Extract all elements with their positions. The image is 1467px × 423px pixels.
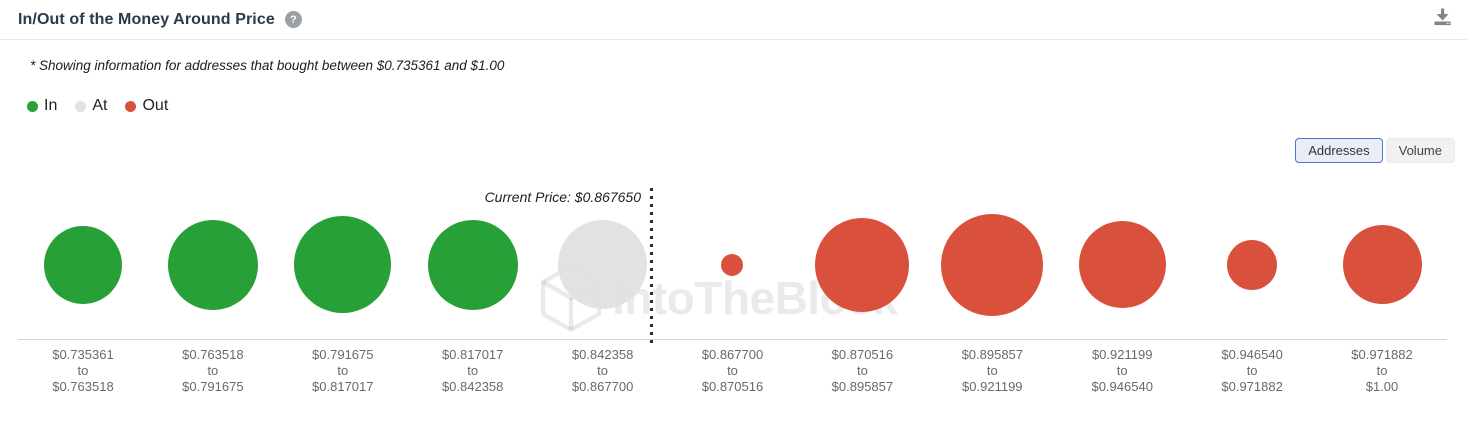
legend-dot-out-icon xyxy=(125,100,137,112)
help-icon[interactable]: ? xyxy=(284,11,302,28)
bubble-cell xyxy=(668,190,798,339)
chart-legend: In At Out xyxy=(27,97,168,115)
plot-area xyxy=(18,190,1447,340)
widget-header: In/Out of the Money Around Price ? xyxy=(0,0,1467,40)
x-axis-label: $0.921199 to $0.946540 xyxy=(1091,347,1153,394)
bubble-cell xyxy=(18,190,148,339)
legend-label: At xyxy=(92,97,108,114)
bubble-cell xyxy=(1057,190,1187,339)
current-price-label: Current Price: $0.867650 xyxy=(484,189,641,205)
download-button[interactable] xyxy=(1430,5,1455,32)
bubble-cell xyxy=(408,190,538,339)
bubble-in[interactable] xyxy=(294,216,392,313)
download-icon xyxy=(1434,8,1451,26)
x-axis-label: $0.971882 to $1.00 xyxy=(1351,347,1413,394)
bubble-cell xyxy=(797,190,927,339)
toggle-volume-button[interactable]: Volume xyxy=(1385,138,1455,163)
bubble-cell xyxy=(148,190,278,339)
x-axis-label: $0.946540 to $0.971882 xyxy=(1221,347,1283,394)
view-toggle: Addresses Volume xyxy=(1295,138,1455,163)
x-axis-label: $0.842358 to $0.867700 xyxy=(571,347,634,394)
bubble-in[interactable] xyxy=(167,219,258,310)
bubble-out[interactable] xyxy=(1227,239,1278,290)
legend-dot-in-icon xyxy=(27,100,38,112)
bubble-out[interactable] xyxy=(721,253,744,276)
current-price-line xyxy=(650,188,653,343)
bubble-cell xyxy=(278,190,408,339)
x-axis-label: $0.735361 to $0.763518 xyxy=(52,347,114,394)
x-axis-label: $0.870516 to $0.895857 xyxy=(831,347,894,394)
page-title: In/Out of the Money Around Price xyxy=(18,10,275,28)
toggle-addresses-button[interactable]: Addresses xyxy=(1295,138,1383,163)
bubble-out[interactable] xyxy=(815,217,910,312)
x-axis-label: $0.895857 to $0.921199 xyxy=(961,347,1024,394)
bubble-at[interactable] xyxy=(558,220,648,309)
legend-item-in[interactable]: In xyxy=(27,97,57,115)
bubble-out[interactable] xyxy=(1342,225,1422,304)
legend-label: Out xyxy=(142,97,169,114)
bubble-out[interactable] xyxy=(1078,221,1166,308)
chart-section: * Showing information for addresses that… xyxy=(0,40,1467,423)
bubble-cell xyxy=(1187,190,1317,339)
bubble-cell xyxy=(927,190,1057,339)
bubble-in[interactable] xyxy=(427,219,518,310)
x-axis-label: $0.817017 to $0.842358 xyxy=(441,347,504,394)
x-axis-label: $0.791675 to $0.817017 xyxy=(312,347,374,394)
bubble-cell xyxy=(538,190,668,339)
x-axis-label: $0.763518 to $0.791675 xyxy=(182,347,244,394)
legend-label: In xyxy=(44,97,58,114)
legend-item-out[interactable]: Out xyxy=(125,97,168,115)
bubble-in[interactable] xyxy=(43,225,122,304)
x-axis-labels: $0.735361 to $0.763518 $0.763518 to $0.791675… xyxy=(18,347,1447,395)
chart-note: * Showing information for addresses that… xyxy=(30,58,505,73)
legend-item-at[interactable]: At xyxy=(75,97,107,115)
bubble-cell xyxy=(1317,190,1447,339)
bubble-out[interactable] xyxy=(941,213,1044,316)
x-axis-label: $0.867700 to $0.870516 xyxy=(701,347,764,394)
legend-dot-at-icon xyxy=(75,100,87,112)
